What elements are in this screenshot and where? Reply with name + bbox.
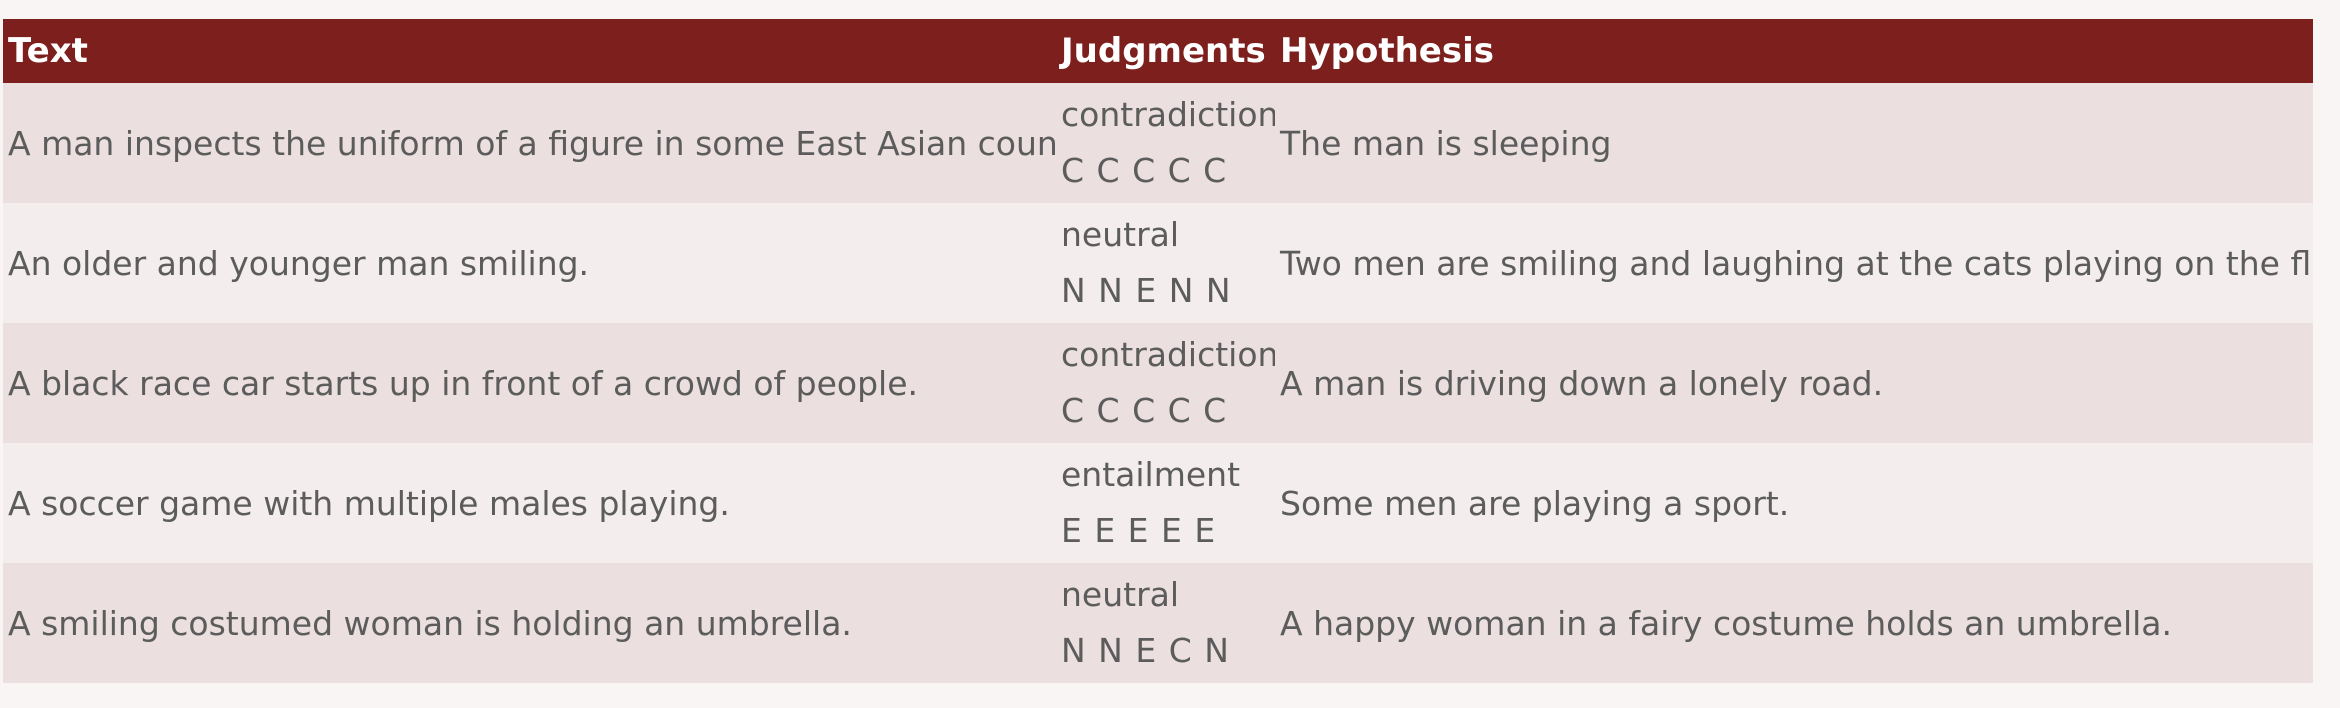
annotator-codes: N N E N N xyxy=(1061,271,1232,310)
gold-label: contradiction xyxy=(1061,95,1275,134)
gold-label: neutral xyxy=(1061,575,1180,614)
snli-examples-table: Text Judgments Hypothesis A man inspects… xyxy=(3,19,2313,683)
table-row: A black race car starts up in front of a… xyxy=(3,323,2313,443)
table-row: An older and younger man smiling. neutra… xyxy=(3,203,2313,323)
table-row: A soccer game with multiple males playin… xyxy=(3,443,2313,563)
hypothesis-cell: Two men are smiling and laughing at the … xyxy=(1280,243,2313,283)
table-body: A man inspects the uniform of a figure i… xyxy=(3,83,2313,683)
premise-text-cell: A soccer game with multiple males playin… xyxy=(8,483,730,523)
hypothesis-cell: A happy woman in a fairy costume holds a… xyxy=(1280,603,2172,643)
judgments-cell: neutral N N E N N xyxy=(1056,203,1275,323)
column-header-judgments: Judgments xyxy=(1061,31,1266,71)
hypothesis-cell: A man is driving down a lonely road. xyxy=(1280,363,1884,403)
annotator-codes: C C C C C xyxy=(1061,151,1228,190)
table-row: A smiling costumed woman is holding an u… xyxy=(3,563,2313,683)
annotator-codes: E E E E E xyxy=(1061,511,1217,550)
judgments-cell: contradiction C C C C C xyxy=(1056,83,1275,203)
premise-text-cell: A smiling costumed woman is holding an u… xyxy=(8,603,852,643)
premise-text-cell: An older and younger man smiling. xyxy=(8,243,590,283)
judgments-cell: neutral N N E C N xyxy=(1056,563,1275,683)
premise-text-cell: A black race car starts up in front of a… xyxy=(8,363,919,403)
judgments-cell: entailment E E E E E xyxy=(1056,443,1275,563)
header-row: Text Judgments Hypothesis xyxy=(3,19,2313,83)
judgments-cell: contradiction C C C C C xyxy=(1056,323,1275,443)
gold-label: entailment xyxy=(1061,455,1241,494)
snli-examples-table-container: Text Judgments Hypothesis A man inspects… xyxy=(3,19,2313,683)
table-row: A man inspects the uniform of a figure i… xyxy=(3,83,2313,203)
column-header-text: Text xyxy=(8,31,88,71)
table-header: Text Judgments Hypothesis xyxy=(3,19,2313,83)
gold-label: neutral xyxy=(1061,215,1180,254)
annotator-codes: N N E C N xyxy=(1061,631,1230,670)
annotator-codes: C C C C C xyxy=(1061,391,1228,430)
gold-label: contradiction xyxy=(1061,335,1275,374)
hypothesis-cell: The man is sleeping xyxy=(1280,123,1612,163)
column-header-hypothesis: Hypothesis xyxy=(1280,31,1494,71)
premise-text-cell: A man inspects the uniform of a figure i… xyxy=(8,123,1056,163)
hypothesis-cell: Some men are playing a sport. xyxy=(1280,483,1790,523)
